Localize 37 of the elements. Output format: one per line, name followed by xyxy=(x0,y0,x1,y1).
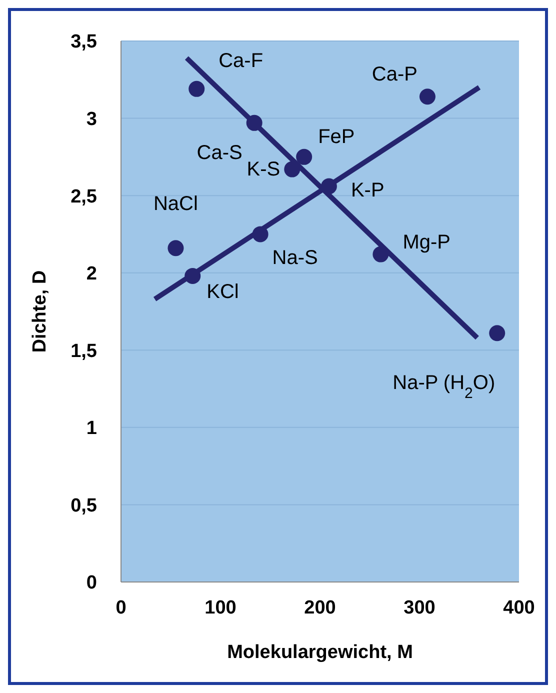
x-tick-label: 400 xyxy=(503,597,535,618)
point xyxy=(296,148,312,165)
point xyxy=(168,240,184,256)
x-tick-label: 100 xyxy=(204,597,236,618)
x-tick-label: 200 xyxy=(304,597,336,618)
x-tick-label: 300 xyxy=(404,597,436,618)
y-tick-label: 2 xyxy=(86,264,97,285)
annotation: Na-P (H$_{2}$O) xyxy=(392,372,496,402)
point xyxy=(246,114,262,131)
y-tick-label: 0 xyxy=(86,572,97,594)
point xyxy=(419,88,436,105)
annotation: NaCl xyxy=(154,193,198,216)
x-tick-label: 0 xyxy=(116,597,126,618)
annotation: Na-S xyxy=(272,247,318,270)
annotation: FeP xyxy=(318,126,355,148)
annotation: Ca-P xyxy=(372,64,418,86)
y-tick-label: 2,5 xyxy=(70,186,98,208)
point xyxy=(372,246,389,262)
y-tick-label: 0,5 xyxy=(70,495,98,516)
point xyxy=(252,226,268,242)
annotation: K-P xyxy=(350,179,384,202)
x-axis-title: Molekulargewicht, M xyxy=(227,642,413,663)
point xyxy=(284,161,300,178)
annotation: KCl xyxy=(206,280,239,303)
point xyxy=(188,80,205,97)
point xyxy=(489,325,506,342)
annotation: Ca-F xyxy=(218,50,264,72)
y-tick-label: 3 xyxy=(86,109,97,130)
y-axis-title: Dichte, D xyxy=(30,270,51,353)
annotation: Mg-P xyxy=(402,231,450,254)
y-tick-label: 1 xyxy=(86,418,98,440)
y-tick-label: 3,5 xyxy=(70,32,98,53)
annotation: Ca-S xyxy=(196,142,242,164)
annotation: K-S xyxy=(246,158,280,180)
point xyxy=(320,178,337,194)
y-tick-label: 1,5 xyxy=(70,340,98,362)
point xyxy=(184,268,201,284)
